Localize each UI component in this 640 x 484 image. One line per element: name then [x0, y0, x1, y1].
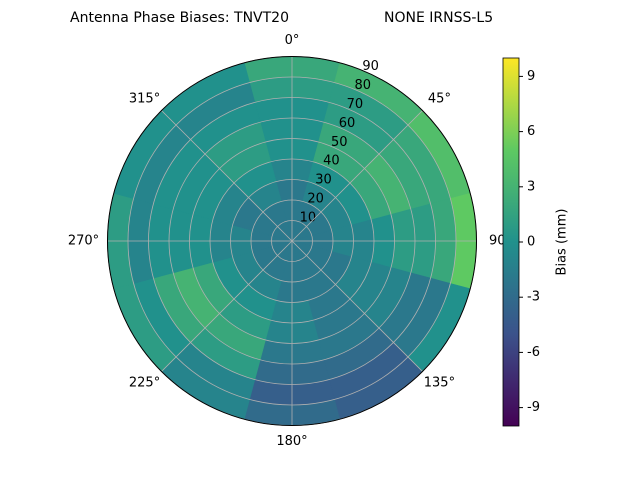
theta-tick-label: 225° [129, 375, 160, 390]
theta-tick-label: 0° [285, 33, 300, 48]
chart-title: Antenna Phase Biases: TNVT20 [70, 10, 289, 26]
polar-grid: 1020304050607080900°45°90°135°180°225°27… [68, 33, 512, 449]
theta-tick-label: 315° [129, 92, 160, 107]
colorbar-tick-label: 3 [527, 179, 535, 194]
angular-grid-line [161, 240, 293, 372]
r-tick-label: 80 [354, 78, 371, 93]
r-tick-label: 30 [315, 173, 332, 188]
theta-tick-label: 45° [428, 92, 451, 107]
colorbar-tick-label: -6 [527, 345, 540, 360]
r-tick-label: 40 [323, 154, 340, 169]
colorbar [502, 57, 520, 427]
theta-tick-label: 180° [276, 434, 307, 449]
colorbar-tick-label: 9 [527, 69, 535, 84]
chart-subtitle: NONE IRNSS-L5 [384, 10, 493, 26]
colorbar-tick-label: -3 [527, 290, 540, 305]
r-tick-label: 70 [347, 97, 364, 112]
r-tick-label: 10 [300, 211, 317, 226]
angular-grid-line [291, 110, 423, 242]
r-tick-label: 60 [339, 116, 356, 131]
colorbar-label: Bias (mm) [555, 209, 570, 276]
angular-grid-line [161, 110, 293, 242]
colorbar-tick-label: -9 [527, 400, 540, 415]
theta-tick-label: 135° [424, 375, 455, 390]
angular-grid-line [291, 240, 423, 372]
polar-frame [107, 56, 477, 426]
r-tick-label: 20 [307, 192, 324, 207]
r-tick-label: 50 [331, 135, 348, 150]
colorbar-tick-label: 0 [527, 235, 535, 250]
theta-tick-label: 270° [68, 234, 99, 249]
colorbar-tick-label: 6 [527, 124, 535, 139]
r-tick-label: 90 [362, 59, 379, 74]
